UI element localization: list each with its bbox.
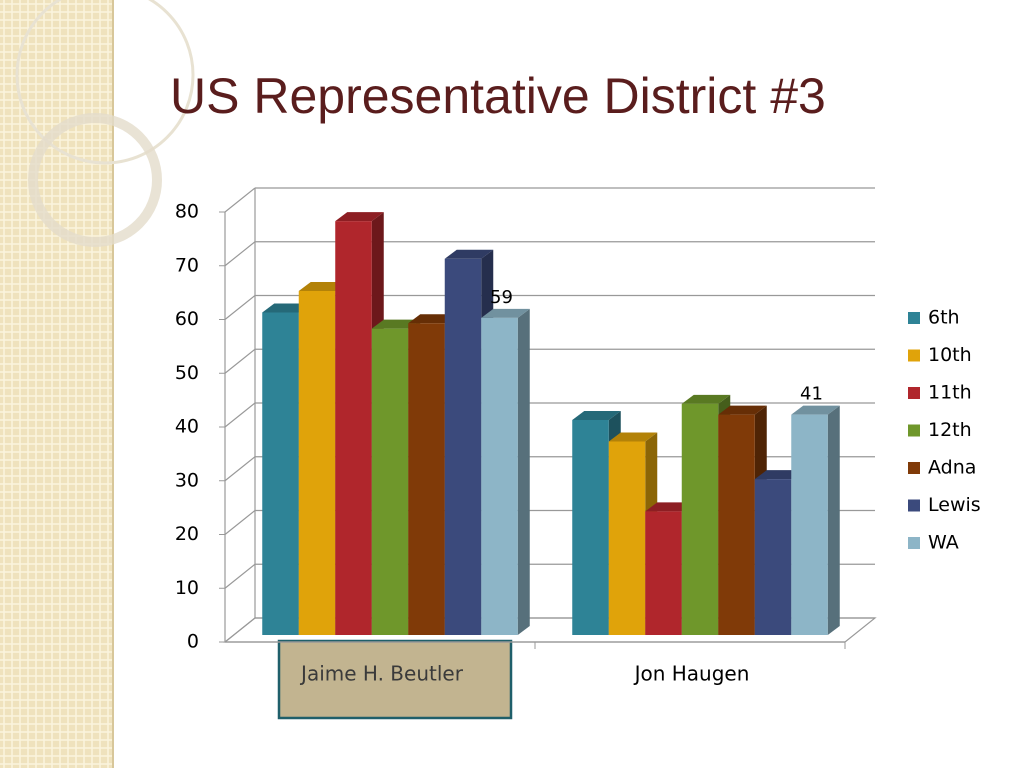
y-tick-label: 0 [187, 631, 199, 653]
grid-line-wall [224, 402, 256, 428]
y-tick-label: 60 [175, 308, 199, 330]
bar [298, 291, 336, 635]
bar-top [754, 470, 804, 480]
bar-top [681, 394, 731, 404]
bar [754, 479, 792, 635]
bar [608, 441, 646, 635]
bar-top [718, 405, 767, 415]
category-highlight [277, 639, 513, 720]
bar-top [791, 405, 840, 415]
data-label: 41 [800, 384, 823, 405]
bar [645, 511, 682, 635]
legend-label: 6th [928, 307, 960, 329]
bar-side [827, 405, 840, 635]
legend-label: WA [928, 532, 959, 554]
bar [791, 414, 828, 635]
bar [681, 403, 719, 635]
bar [262, 312, 299, 635]
grid-line-wall [224, 187, 256, 213]
bar-side [517, 308, 530, 635]
y-tick-label: 50 [175, 362, 199, 384]
grid-line-wall [224, 348, 256, 374]
data-label: 59 [490, 287, 513, 308]
grid-line-wall [224, 510, 256, 535]
bar-top [608, 432, 658, 442]
bar [481, 317, 518, 635]
legend-swatch [908, 349, 920, 362]
bar-top [262, 303, 311, 313]
legend-label: 11th [928, 382, 972, 404]
bar-top [444, 249, 494, 259]
legend-swatch [908, 537, 920, 549]
legend-label: Lewis [928, 494, 981, 516]
grid-line-wall [224, 295, 256, 320]
y-tick-label: 10 [175, 577, 199, 599]
legend-label: Adna [928, 457, 976, 479]
grid-line-wall [224, 241, 256, 267]
y-tick-label: 80 [175, 201, 199, 223]
y-tick-label: 70 [175, 254, 199, 276]
legend-swatch [908, 462, 920, 474]
bar-top [335, 212, 384, 222]
bar [335, 221, 372, 635]
chart-title: US Representative District #3 [170, 68, 826, 124]
bar-top [572, 411, 621, 420]
bar [408, 323, 445, 635]
legend-label: 12th [928, 419, 972, 441]
legend-swatch [908, 387, 920, 399]
bar [371, 328, 409, 635]
bar [572, 420, 609, 635]
bar-top [645, 502, 694, 512]
legend-swatch [908, 312, 920, 324]
x-tick-label: Jon Haugen [633, 662, 750, 686]
legend-swatch [908, 499, 920, 512]
grid-line-wall [224, 456, 256, 482]
bar-top [298, 282, 348, 291]
grid-line-wall [224, 617, 256, 643]
bar [718, 414, 755, 635]
bar-top [371, 319, 421, 329]
grid-line-wall [224, 563, 256, 589]
y-tick-label: 40 [175, 416, 199, 438]
legend-label: 10th [928, 344, 972, 366]
bar-top [408, 314, 457, 324]
deco-circle [15, 0, 195, 165]
y-tick-label: 30 [175, 469, 199, 491]
bar [444, 258, 482, 635]
y-tick-label: 20 [175, 523, 199, 545]
bar-top [481, 308, 530, 318]
deco-circle [28, 113, 162, 247]
legend-swatch [908, 424, 920, 437]
x-tick-label: Jaime H. Beutler [299, 662, 464, 686]
